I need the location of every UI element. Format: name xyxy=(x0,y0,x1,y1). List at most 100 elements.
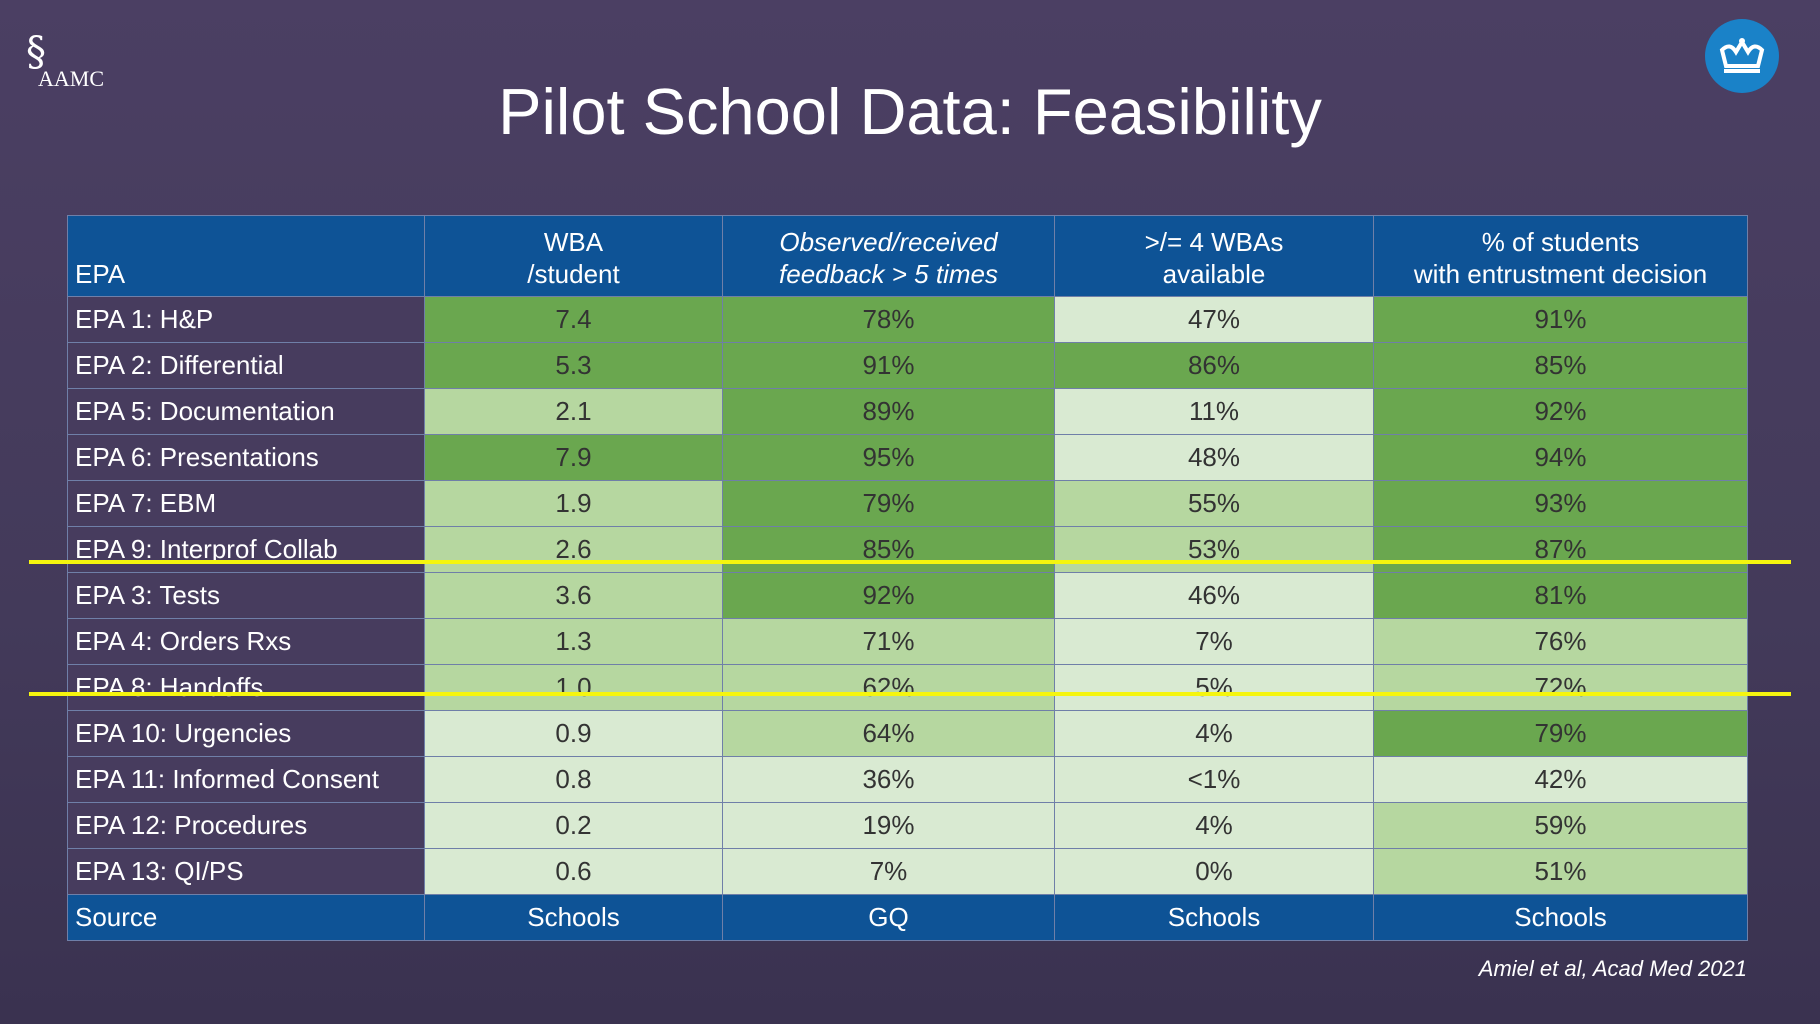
table-row: EPA 4: Orders Rxs 1.3 71% 7% 76% xyxy=(67,618,1748,665)
value-cell: 93% xyxy=(1373,480,1748,527)
value-cell: 7.4 xyxy=(424,296,723,343)
value-cell: 1.9 xyxy=(424,480,723,527)
header-line: with entrustment decision xyxy=(1413,259,1708,289)
value-cell: 85% xyxy=(1373,342,1748,389)
epa-label: EPA 6: Presentations xyxy=(67,434,425,481)
value-cell: 36% xyxy=(722,756,1055,803)
source-cell: GQ xyxy=(722,894,1055,941)
column-header: WBA/student xyxy=(424,215,723,297)
column-header: >/= 4 WBAs available xyxy=(1054,215,1374,297)
value-cell: 62% xyxy=(722,664,1055,711)
value-cell: 0.8 xyxy=(424,756,723,803)
source-cell: Schools xyxy=(424,894,723,941)
source-label: Source xyxy=(67,894,425,941)
table-row: EPA 2: Differential 5.3 91% 86% 85% xyxy=(67,342,1748,389)
epa-label: EPA 8: Handoffs xyxy=(67,664,425,711)
value-cell: 1.0 xyxy=(424,664,723,711)
epa-label: EPA 3: Tests xyxy=(67,572,425,619)
table-row: EPA 10: Urgencies 0.9 64% 4% 79% xyxy=(67,710,1748,757)
header-line: feedback > 5 times xyxy=(779,259,998,289)
value-cell: 48% xyxy=(1054,434,1374,481)
value-cell: 5% xyxy=(1054,664,1374,711)
value-cell: 4% xyxy=(1054,802,1374,849)
value-cell: 92% xyxy=(1373,388,1748,435)
value-cell: 64% xyxy=(722,710,1055,757)
column-header: % of students with entrustment decision xyxy=(1373,215,1748,297)
highlight-line xyxy=(29,560,1791,564)
value-cell: 53% xyxy=(1054,526,1374,573)
value-cell: 0.9 xyxy=(424,710,723,757)
value-cell: 11% xyxy=(1054,388,1374,435)
value-cell: 76% xyxy=(1373,618,1748,665)
header-line: available xyxy=(1162,259,1266,289)
epa-label: EPA 11: Informed Consent xyxy=(67,756,425,803)
value-cell: 91% xyxy=(1373,296,1748,343)
highlight-line xyxy=(29,692,1791,696)
header-line: /student xyxy=(527,259,620,289)
value-cell: 59% xyxy=(1373,802,1748,849)
table-row: EPA 7: EBM 1.9 79% 55% 93% xyxy=(67,480,1748,527)
value-cell: 19% xyxy=(722,802,1055,849)
value-cell: 2.6 xyxy=(424,526,723,573)
table-row: EPA 5: Documentation 2.1 89% 11% 92% xyxy=(67,388,1748,435)
value-cell: 51% xyxy=(1373,848,1748,895)
value-cell: 79% xyxy=(1373,710,1748,757)
value-cell: 81% xyxy=(1373,572,1748,619)
value-cell: 91% xyxy=(722,342,1055,389)
header-line: WBA xyxy=(543,227,604,257)
value-cell: 2.1 xyxy=(424,388,723,435)
epa-label: EPA 7: EBM xyxy=(67,480,425,527)
citation: Amiel et al, Acad Med 2021 xyxy=(1478,956,1747,981)
table-row: EPA 3: Tests 3.6 92% 46% 81% xyxy=(67,572,1748,619)
slide-title: Pilot School Data: Feasibility xyxy=(498,75,1322,148)
value-cell: 4% xyxy=(1054,710,1374,757)
table-row: EPA 8: Handoffs 1.0 62% 5% 72% xyxy=(67,664,1748,711)
header-line: >/= 4 WBAs xyxy=(1144,227,1284,257)
value-cell: 87% xyxy=(1373,526,1748,573)
value-cell: 5.3 xyxy=(424,342,723,389)
table-row: EPA 13: QI/PS 0.6 7% 0% 51% xyxy=(67,848,1748,895)
source-cell: Schools xyxy=(1054,894,1374,941)
value-cell: 47% xyxy=(1054,296,1374,343)
header-line: Observed/received xyxy=(779,227,998,257)
value-cell: 86% xyxy=(1054,342,1374,389)
epa-label: EPA 12: Procedures xyxy=(67,802,425,849)
table-row: EPA 6: Presentations 7.9 95% 48% 94% xyxy=(67,434,1748,481)
value-cell: 0.6 xyxy=(424,848,723,895)
epa-label: EPA 10: Urgencies xyxy=(67,710,425,757)
value-cell: 7% xyxy=(1054,618,1374,665)
value-cell: 3.6 xyxy=(424,572,723,619)
epa-label: EPA 13: QI/PS xyxy=(67,848,425,895)
value-cell: 46% xyxy=(1054,572,1374,619)
value-cell: 79% xyxy=(722,480,1055,527)
value-cell: 78% xyxy=(722,296,1055,343)
source-row: Source Schools GQ Schools Schools xyxy=(67,894,1748,941)
epa-label: EPA 5: Documentation xyxy=(67,388,425,435)
table-row: EPA 12: Procedures 0.2 19% 4% 59% xyxy=(67,802,1748,849)
header-line: % of students xyxy=(1481,227,1640,257)
source-cell: Schools xyxy=(1373,894,1748,941)
column-header: Observed/received feedback > 5 times xyxy=(722,215,1055,297)
value-cell: 71% xyxy=(722,618,1055,665)
value-cell: 89% xyxy=(722,388,1055,435)
value-cell: 55% xyxy=(1054,480,1374,527)
value-cell: 92% xyxy=(722,572,1055,619)
value-cell: <1% xyxy=(1054,756,1374,803)
value-cell: 95% xyxy=(722,434,1055,481)
value-cell: 94% xyxy=(1373,434,1748,481)
value-cell: 42% xyxy=(1373,756,1748,803)
table-row: EPA 11: Informed Consent 0.8 36% <1% 42% xyxy=(67,756,1748,803)
value-cell: 0.2 xyxy=(424,802,723,849)
value-cell: 7.9 xyxy=(424,434,723,481)
table-row: EPA 9: Interprof Collab 2.6 85% 53% 87% xyxy=(67,526,1748,573)
logo-text: AAMC xyxy=(38,66,105,91)
epa-label: EPA 9: Interprof Collab xyxy=(67,526,425,573)
column-header: EPA xyxy=(67,215,425,297)
value-cell: 85% xyxy=(722,526,1055,573)
value-cell: 7% xyxy=(722,848,1055,895)
table-row: EPA 1: H&P 7.4 78% 47% 91% xyxy=(67,296,1748,343)
aamc-logo: § AAMC xyxy=(24,30,114,91)
feasibility-table: EPA WBA/student Observed/received feedback … xyxy=(67,215,1748,941)
header-line: EPA xyxy=(75,259,126,289)
value-cell: 72% xyxy=(1373,664,1748,711)
